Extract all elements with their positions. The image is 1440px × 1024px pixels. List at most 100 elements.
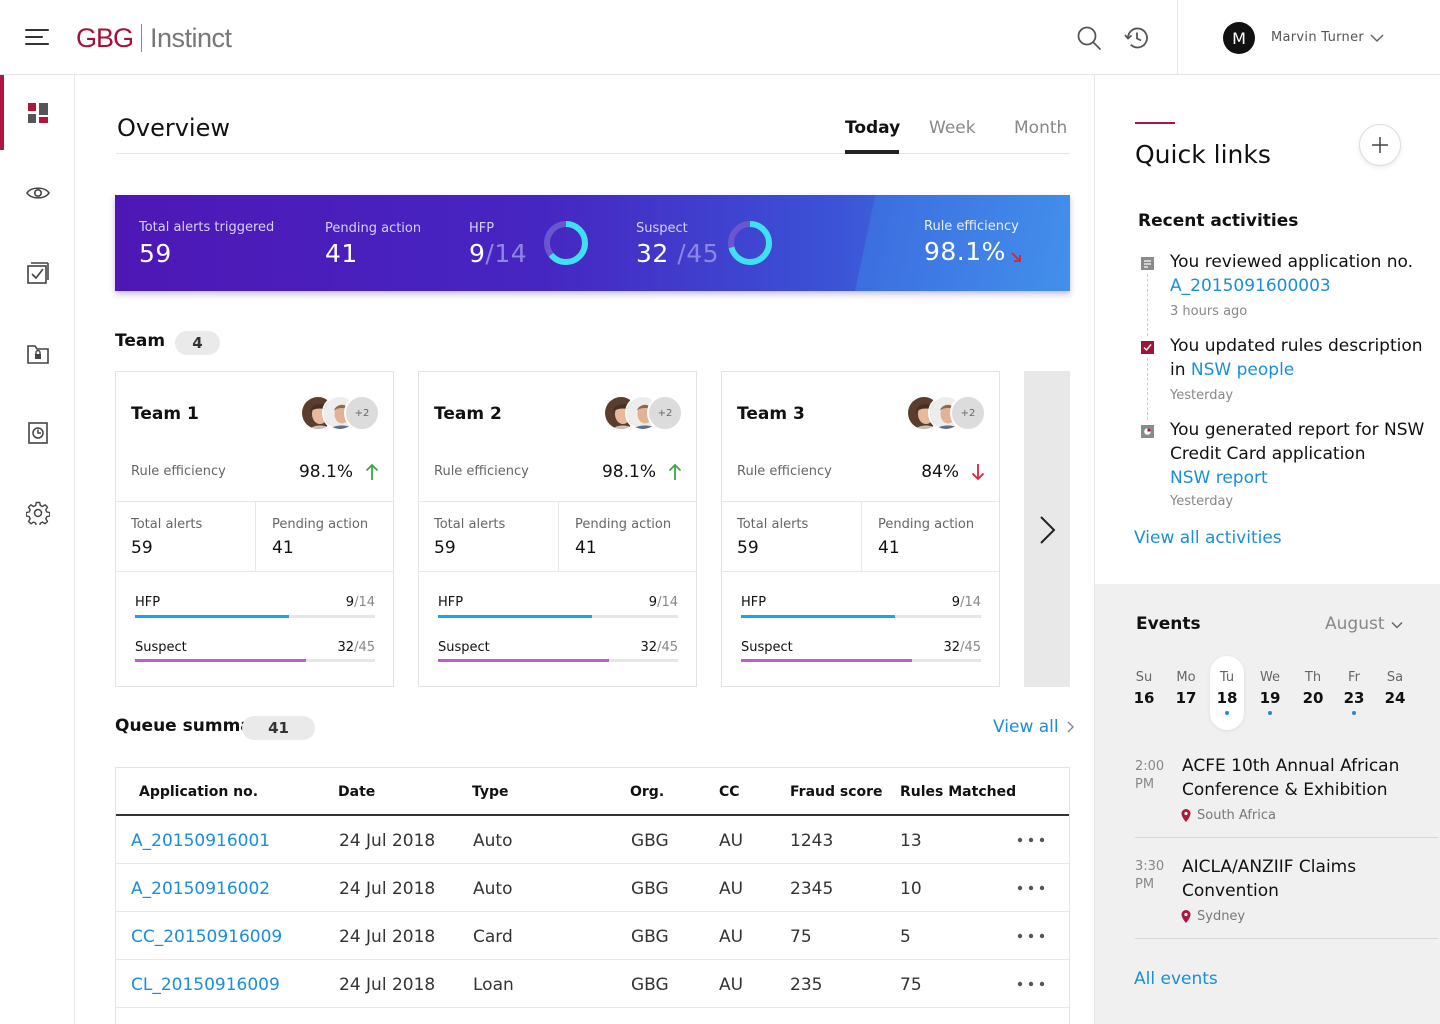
calendar-day[interactable]: Su 16 <box>1127 656 1161 730</box>
sidebar-item-reports[interactable] <box>0 395 75 470</box>
sidebar-item-cases[interactable] <box>0 315 75 390</box>
view-all-activities-link[interactable]: View all activities <box>1134 528 1282 548</box>
sidebar-item-reviews[interactable] <box>0 235 75 310</box>
hfp-total: 14 <box>494 239 528 268</box>
add-quick-link-button[interactable] <box>1359 124 1401 166</box>
rule-efficiency-value: 98.1% <box>924 237 1006 266</box>
org-cell: GBG <box>631 879 669 899</box>
tab-week[interactable]: Week <box>929 118 976 138</box>
avatar[interactable]: M <box>1223 22 1255 54</box>
more-actions-icon[interactable] <box>1016 832 1046 848</box>
more-actions-icon[interactable] <box>1016 880 1046 896</box>
day-name: We <box>1259 670 1281 685</box>
col-type[interactable]: Type <box>472 784 509 800</box>
sidebar-item-watch[interactable] <box>0 155 75 230</box>
col-date[interactable]: Date <box>338 784 376 800</box>
suspect-ratio: 32/45 <box>641 640 678 655</box>
pending-action-label: Pending action <box>575 517 672 532</box>
tab-month[interactable]: Month <box>1014 118 1068 138</box>
table-row[interactable]: CC_20150916009 24 Jul 2018 Card GBG AU 75 5 <box>116 912 1069 960</box>
menu-icon[interactable] <box>25 28 49 46</box>
application-no-link[interactable]: A_20150916001 <box>131 831 271 851</box>
event-name[interactable]: ACFE 10th Annual African Conference & Ex… <box>1182 756 1400 800</box>
logo-product: Instinct <box>150 22 232 53</box>
eye-icon <box>25 186 50 199</box>
activity-time: Yesterday <box>1170 388 1234 403</box>
search-icon[interactable] <box>1076 25 1102 51</box>
activity-text: You reviewed application no. A_2015091600… <box>1170 250 1425 298</box>
trend-down-icon <box>1011 252 1021 262</box>
day-date: 24 <box>1384 689 1406 707</box>
team-card[interactable]: Team 2 +2 Rule efficiency 98.1% Total alerts… <box>418 371 697 687</box>
day-name: Fr <box>1348 670 1360 685</box>
application-no-link[interactable]: CC_20150916009 <box>131 927 283 947</box>
hfp-progress-bar <box>135 615 375 618</box>
team-members[interactable]: +2 <box>603 395 683 431</box>
team-members[interactable]: +2 <box>906 395 986 431</box>
sidebar-item-settings[interactable] <box>0 475 75 550</box>
next-team-button[interactable] <box>1024 371 1070 687</box>
calendar-day[interactable]: Th 20 <box>1296 656 1330 730</box>
tabs-divider <box>116 153 1070 154</box>
activity-time: Yesterday <box>1170 494 1234 509</box>
hfp-progress-fill <box>438 615 593 618</box>
calendar-day[interactable]: Fr 23 <box>1337 656 1371 730</box>
team-card[interactable]: Team 1 +2 Rule efficiency 98.1% Total alerts… <box>115 371 394 687</box>
pending-action-value: 41 <box>575 538 597 558</box>
team-card[interactable]: Team 3 +2 Rule efficiency 84% Total alerts 59… <box>721 371 1000 687</box>
col-application-no[interactable]: Application no. <box>139 784 259 800</box>
pending-action-label: Pending action <box>272 517 369 532</box>
suspect-total: 45 <box>358 640 375 655</box>
day-date: 23 <box>1343 689 1365 707</box>
event-name[interactable]: AICLA/ANZIIF Claims Convention <box>1182 857 1357 901</box>
activity-link[interactable]: NSW people <box>1190 360 1295 380</box>
hfp-progress-fill <box>135 615 290 618</box>
history-icon[interactable] <box>1124 25 1150 51</box>
more-actions-icon[interactable] <box>1016 928 1046 944</box>
type-cell: Card <box>473 927 513 947</box>
col-cc[interactable]: CC <box>719 784 740 800</box>
team-name: Team 2 <box>434 404 502 424</box>
chevron-down-icon[interactable] <box>1370 30 1384 44</box>
col-rules-matched[interactable]: Rules Matched <box>900 784 1017 800</box>
sidebar-item-dashboard[interactable] <box>0 75 75 150</box>
team-members[interactable]: +2 <box>300 395 380 431</box>
pending-value: 41 <box>325 239 358 268</box>
total-alerts-label: Total alerts <box>737 517 809 532</box>
hfp-progress-fill <box>741 615 896 618</box>
more-actions-icon[interactable] <box>1016 976 1046 992</box>
calendar-day[interactable]: Mo 17 <box>1169 656 1203 730</box>
events-title: Events <box>1136 614 1201 634</box>
chevron-down-icon[interactable] <box>1390 618 1404 632</box>
suspect-count: 32 <box>337 640 355 655</box>
app-logo[interactable]: GBG Instinct <box>76 22 232 54</box>
calendar-day[interactable]: Tu 18 <box>1210 656 1244 730</box>
table-row[interactable]: CL_20150916009 24 Jul 2018 Loan GBG AU 235 75 <box>116 960 1069 1008</box>
user-name[interactable]: Marvin Turner <box>1271 30 1365 45</box>
col-fraud-score[interactable]: Fraud score <box>790 784 883 800</box>
application-no-link[interactable]: CL_20150916009 <box>131 975 280 995</box>
suspect-progress-fill <box>135 659 306 662</box>
activity-link[interactable]: NSW report <box>1170 468 1268 488</box>
activity-link[interactable]: A_2015091600003 <box>1170 276 1331 296</box>
pending-label: Pending action <box>325 221 422 236</box>
month-selector[interactable]: August <box>1325 614 1385 634</box>
suspect-label: Suspect <box>636 221 688 236</box>
total-alerts-value: 59 <box>737 538 759 558</box>
event-time: 2:00 PM <box>1135 758 1175 794</box>
summary-banner: Total alerts triggered 59 Pending action… <box>115 195 1070 291</box>
queue-view-all-link[interactable]: View all <box>993 717 1075 737</box>
table-row[interactable]: A_20150916001 24 Jul 2018 Auto GBG AU 1243 13 <box>116 816 1069 864</box>
chevron-right-icon <box>1040 516 1056 544</box>
calendar-day[interactable]: We 19 <box>1253 656 1287 730</box>
table-row[interactable]: A_20150916002 24 Jul 2018 Auto GBG AU 2345 10 <box>116 864 1069 912</box>
activity-text: You updated rules description in NSW peo… <box>1170 334 1425 382</box>
col-org[interactable]: Org. <box>630 784 665 800</box>
rules-matched-cell: 10 <box>900 879 922 899</box>
trend-up-icon <box>365 463 379 480</box>
tab-today[interactable]: Today <box>845 118 901 138</box>
application-no-link[interactable]: A_20150916002 <box>131 879 271 899</box>
all-events-link[interactable]: All events <box>1134 969 1218 989</box>
ratio-separator: / <box>657 595 662 610</box>
calendar-day[interactable]: Sa 24 <box>1378 656 1412 730</box>
